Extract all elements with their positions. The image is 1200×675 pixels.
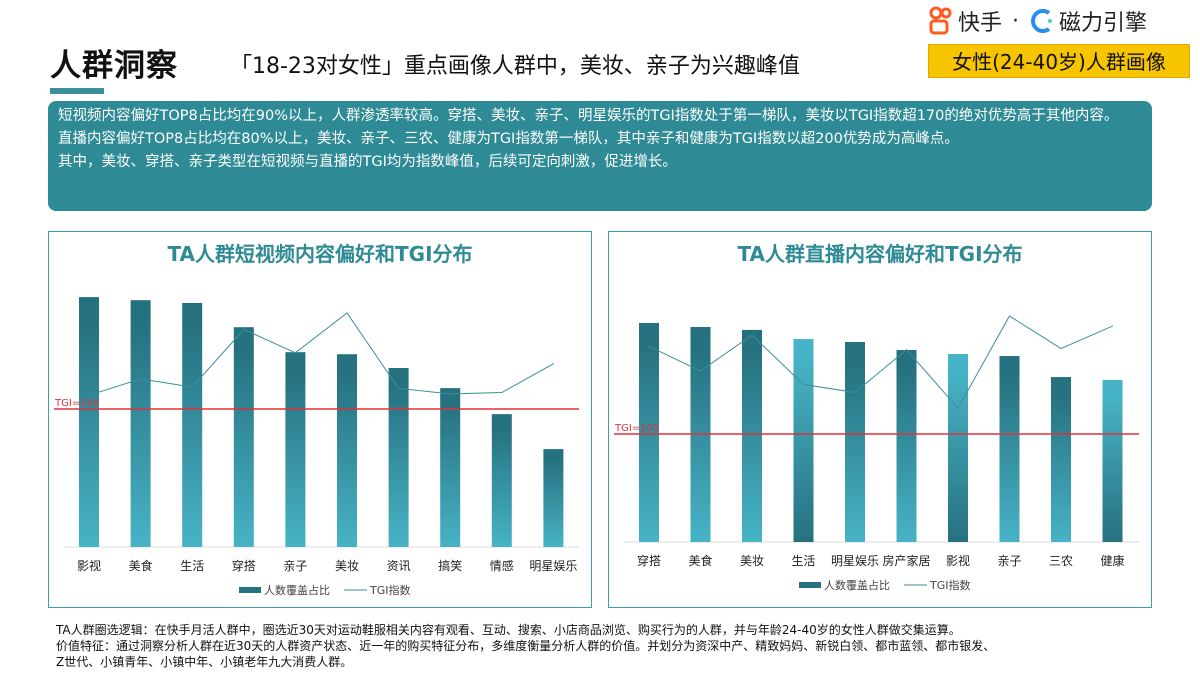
- logo-separator: ·: [1012, 8, 1020, 34]
- x-tick-label: 搞笑: [438, 558, 462, 573]
- tgi-point: [854, 391, 856, 393]
- tgi-point: [1060, 348, 1062, 350]
- footnote-line: 价值特征：通过洞察分析人群在近30天的人群资产状态、近一年的购买特征分布，多维度…: [56, 639, 996, 653]
- summary-line: 其中，美妆、穿搭、亲子类型在短视频与直播的TGI均为指数峰值，后续可定向刺激，促…: [58, 154, 677, 170]
- x-tick-label: 情感: [490, 558, 514, 573]
- tgi-line: [648, 315, 1113, 410]
- page-title: 人群洞察: [50, 48, 178, 84]
- summary-line: 直播内容偏好TOP8占比均在80%以上，美妆、亲子、三农、健康为TGI指数第一梯…: [58, 131, 959, 147]
- tgi-point: [957, 407, 959, 409]
- bar-三农: [1051, 377, 1071, 542]
- bar-影视: [79, 297, 99, 547]
- x-tick-label: 明星娱乐: [529, 559, 577, 573]
- x-tick-label: 资讯: [387, 559, 411, 573]
- brand-logo: 快手 · 磁力引擎: [928, 6, 1147, 36]
- bar-明星娱乐: [543, 449, 564, 547]
- tgi-point: [88, 394, 90, 396]
- bar-搞笑: [440, 388, 461, 547]
- bar-美妆: [337, 354, 357, 547]
- logo-cili-text: 磁力引擎: [1059, 11, 1148, 36]
- chart-title: TA人群短视频内容偏好和TGI分布: [167, 242, 473, 266]
- tgi-point: [552, 363, 554, 365]
- x-tick-label: 穿搭: [232, 558, 256, 573]
- x-tick-label: 美食: [129, 558, 153, 573]
- bar-健康: [1102, 379, 1123, 542]
- bar-资讯: [388, 367, 409, 547]
- bar-生活: [182, 302, 203, 547]
- x-tick-label: 生活: [180, 559, 204, 573]
- x-tick-label: 房产家居: [882, 553, 930, 568]
- kuaishou-logo-icon: [929, 6, 952, 35]
- x-tick-label: 美妆: [740, 554, 764, 568]
- bar-美食: [130, 300, 151, 547]
- summary-box: 短视频内容偏好TOP8占比均在90%以上，人群渗透率较高。穿搭、美妆、亲子、明星…: [48, 101, 1152, 211]
- legend-bar-swatch: [239, 587, 261, 593]
- bar-亲子: [999, 356, 1020, 542]
- x-tick-label: 亲子: [283, 559, 307, 573]
- x-tick-label: 健康: [1100, 553, 1124, 568]
- bar-明星娱乐: [845, 341, 865, 542]
- x-tick-label: 影视: [946, 553, 970, 568]
- tgi-point: [1112, 325, 1113, 327]
- tgi-point: [803, 384, 804, 386]
- tgi-point: [346, 312, 348, 314]
- legend-label: TGI指数: [369, 583, 411, 597]
- legend-label: TGI指数: [929, 578, 971, 592]
- footnote-line: Z世代、小镇青年、小镇中年、小镇老年九大消费人群。: [56, 655, 353, 669]
- tgi-point: [501, 392, 503, 394]
- tgi-point: [700, 370, 701, 372]
- live-chart-panel: TA人群直播内容偏好和TGI分布 穿搭 美食 美妆 生活 明星娱乐 房产家居 影视 亲子 三农 健…: [608, 231, 1152, 608]
- legend-label: 人数覆盖占比: [824, 578, 890, 592]
- tgi-point: [648, 345, 650, 347]
- x-tick-label: 明星娱乐: [831, 554, 879, 568]
- short-video-chart: 影视 美食 生活 穿搭 亲子 美妆 资讯 搞笑 情感 明星娱乐 TGI=100 人数覆盖占比 TGI指数: [54, 297, 579, 597]
- tgi-point: [906, 349, 907, 351]
- legend-bar-swatch: [799, 582, 821, 588]
- bar-影视: [948, 354, 968, 542]
- x-tick-label: 穿搭: [637, 553, 661, 568]
- x-tick-label: 生活: [791, 554, 815, 568]
- summary-line: 短视频内容偏好TOP8占比均在90%以上，人群渗透率较高。穿搭、美妆、亲子、明星…: [58, 108, 1119, 124]
- footnote: TA人群圈选逻辑：在快手月活人群中，圈选近30天对运动鞋服相关内容有观看、互动、…: [56, 622, 1156, 670]
- reference-label: TGI=100: [54, 398, 99, 409]
- chart-title: TA人群直播内容偏好和TGI分布: [737, 242, 1023, 266]
- bar-生活: [793, 339, 814, 542]
- tgi-point: [191, 386, 193, 388]
- reference-label: TGI=100: [614, 423, 659, 434]
- cili-logo-icon: [1031, 9, 1053, 33]
- bar-穿搭: [639, 322, 659, 542]
- x-tick-label: 美妆: [335, 559, 359, 573]
- bar-房产家居: [896, 350, 917, 542]
- legend-label: 人数覆盖占比: [264, 583, 330, 597]
- bar-情感: [491, 414, 512, 547]
- tgi-point: [398, 387, 400, 389]
- bar-穿搭: [233, 327, 254, 547]
- x-tick-label: 美食: [688, 553, 712, 568]
- tgi-point: [1009, 315, 1010, 317]
- x-tick-label: 亲子: [997, 554, 1021, 568]
- footnote-line: TA人群圈选逻辑：在快手月活人群中，圈选近30天对运动鞋服相关内容有观看、互动、…: [56, 623, 961, 637]
- tgi-line: [88, 312, 554, 396]
- audience-tag: 女性(24-40岁)人群画像: [928, 44, 1190, 78]
- tgi-point: [449, 393, 451, 395]
- page-subtitle: 「18-23对女性」重点画像人群中，美妆、亲子为兴趣峰值: [230, 54, 800, 79]
- short-video-chart-panel: TA人群短视频内容偏好和TGI分布 影视 美食 生活 穿搭 亲子 美妆 资讯 搞笑 情感 明星娱乐…: [48, 231, 592, 608]
- tgi-point: [140, 378, 142, 380]
- bar-亲子: [285, 352, 306, 547]
- live-chart: 穿搭 美食 美妆 生活 明星娱乐 房产家居 影视 亲子 三农 健康 TGI=100 人数覆盖占比 TGI…: [614, 315, 1139, 592]
- title-underline: [50, 88, 104, 94]
- tgi-point: [751, 334, 753, 336]
- logo-kuaishou-text: 快手: [958, 11, 1003, 36]
- x-tick-label: 影视: [77, 558, 101, 573]
- tgi-point: [243, 328, 245, 330]
- tgi-point: [294, 352, 296, 354]
- x-tick-label: 三农: [1049, 554, 1073, 568]
- bar-美妆: [742, 329, 762, 542]
